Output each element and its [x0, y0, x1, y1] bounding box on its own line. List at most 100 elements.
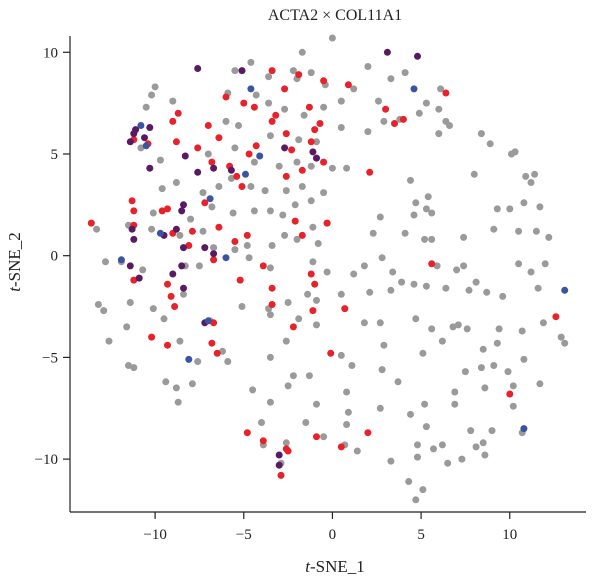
scatter-point-series-0 [541, 260, 549, 268]
scatter-point-series-0 [414, 441, 421, 449]
scatter-point-series-1 [243, 231, 251, 239]
scatter-point-series-1 [210, 256, 218, 264]
scatter-point-series-0 [187, 215, 195, 223]
scatter-point-series-3 [137, 122, 145, 129]
scatter-point-series-0 [536, 203, 544, 211]
scatter-point-series-0 [534, 284, 542, 292]
scatter-point-series-1 [295, 71, 303, 79]
scatter-point-series-0 [344, 408, 352, 416]
scatter-point-series-0 [387, 286, 395, 294]
scatter-point-series-0 [422, 205, 430, 213]
scatter-point-series-0 [261, 187, 269, 195]
scatter-point-series-1 [243, 429, 251, 437]
scatter-point-series-1 [236, 276, 244, 284]
scatter-point-series-0 [493, 205, 501, 213]
scatter-point-series-1 [288, 146, 296, 154]
scatter-point-series-0 [231, 144, 239, 152]
scatter-point-series-3 [156, 229, 164, 237]
scatter-point-series-0 [305, 372, 313, 380]
scatter-point-series-0 [348, 362, 356, 369]
chart-title: ACTA2 × COL11A1 [268, 7, 402, 24]
scatter-point-series-0 [353, 447, 361, 455]
scatter-point-series-0 [518, 327, 526, 335]
scatter-point-series-0 [295, 315, 303, 323]
axis-ticks: −10 −5 0 5 10 −10 −5 0 5 10 [35, 45, 518, 543]
scatter-point-series-0 [293, 235, 301, 243]
scatter-point-series-0 [428, 209, 436, 217]
scatter-point-series-0 [350, 85, 358, 93]
scatter-point-series-3 [206, 195, 214, 203]
scatter-point-series-0 [149, 305, 157, 313]
scatter-point-series-1 [311, 280, 319, 288]
scatter-point-series-0 [343, 388, 351, 396]
scatter-point-series-0 [495, 325, 503, 333]
scatter-point-series-1 [259, 262, 267, 270]
scatter-point-series-0 [515, 260, 523, 268]
scatter-point-series-0 [238, 303, 246, 310]
scatter-point-series-0 [454, 321, 462, 329]
scatter-point-series-0 [282, 187, 290, 195]
scatter-point-series-0 [536, 380, 544, 388]
scatter-point-series-1 [245, 150, 253, 158]
scatter-point-series-0 [451, 388, 459, 396]
scatter-point-series-1 [238, 183, 246, 190]
scatter-point-series-3 [142, 142, 150, 150]
scatter-point-series-0 [412, 315, 420, 323]
scatter-point-series-0 [561, 339, 569, 347]
scatter-point-series-0 [460, 262, 468, 270]
scatter-point-series-0 [545, 233, 553, 241]
scatter-point-series-1 [289, 323, 297, 331]
scatter-point-series-0 [266, 398, 274, 406]
scatter-point-series-0 [407, 410, 414, 418]
scatter-point-series-0 [258, 419, 265, 426]
scatter-point-series-1 [130, 276, 138, 284]
scatter-point-series-0 [490, 225, 498, 233]
scatter-point-series-0 [126, 299, 134, 306]
scatter-point-series-3 [117, 256, 125, 264]
scatter-point-series-2 [146, 164, 154, 172]
scatter-point-series-0 [320, 433, 328, 441]
scatter-point-series-0 [172, 179, 180, 186]
scatter-point-series-0 [433, 262, 441, 270]
scatter-point-series-0 [364, 128, 372, 136]
scatter-point-series-0 [328, 164, 336, 172]
scatter-point-series-0 [522, 172, 530, 180]
scatter-point-series-0 [486, 140, 494, 148]
scatter-point-series-0 [199, 227, 207, 235]
scatter-point-series-3 [520, 425, 528, 433]
scatter-point-series-0 [295, 136, 303, 144]
scatter-point-series-1 [174, 109, 182, 117]
scatter-point-series-2 [275, 461, 283, 469]
scatter-point-series-0 [247, 58, 255, 66]
scatter-point-series-1 [185, 242, 193, 249]
scatter-point-series-0 [461, 368, 469, 376]
scatter-point-series-1 [337, 443, 345, 451]
scatter-point-series-0 [401, 69, 409, 77]
scatter-point-series-0 [483, 288, 491, 296]
scatter-point-series-1 [309, 307, 317, 315]
scatter-point-series-0 [281, 231, 289, 239]
scatter-point-series-1 [87, 219, 95, 227]
scatter-point-series-0 [490, 362, 498, 369]
scatter-point-series-0 [125, 362, 132, 369]
scatter-point-series-1 [188, 227, 196, 235]
scatter-point-series-1 [164, 205, 171, 213]
scatter-point-series-0 [266, 132, 274, 140]
scatter-point-series-0 [398, 278, 406, 286]
scatter-point-series-2 [210, 250, 218, 258]
scatter-point-series-2 [181, 152, 189, 160]
scatter-point-series-1 [167, 292, 175, 300]
scatter-point-series-0 [215, 183, 223, 190]
y-tick-label: −10 [35, 452, 58, 468]
scatter-point-series-0 [249, 386, 257, 394]
scatter-point-series-3 [185, 355, 193, 363]
scatter-point-series-0 [479, 345, 487, 353]
scatter-point-series-0 [422, 99, 430, 107]
scatter-point-series-0 [387, 457, 395, 465]
x-tick-label: −5 [236, 527, 252, 543]
scatter-point-series-0 [105, 337, 113, 345]
scatter-point-series-0 [282, 439, 290, 447]
scatter-point-series-0 [275, 162, 283, 170]
scatter-point-series-0 [481, 384, 489, 392]
scatter-point-series-2 [130, 235, 138, 243]
